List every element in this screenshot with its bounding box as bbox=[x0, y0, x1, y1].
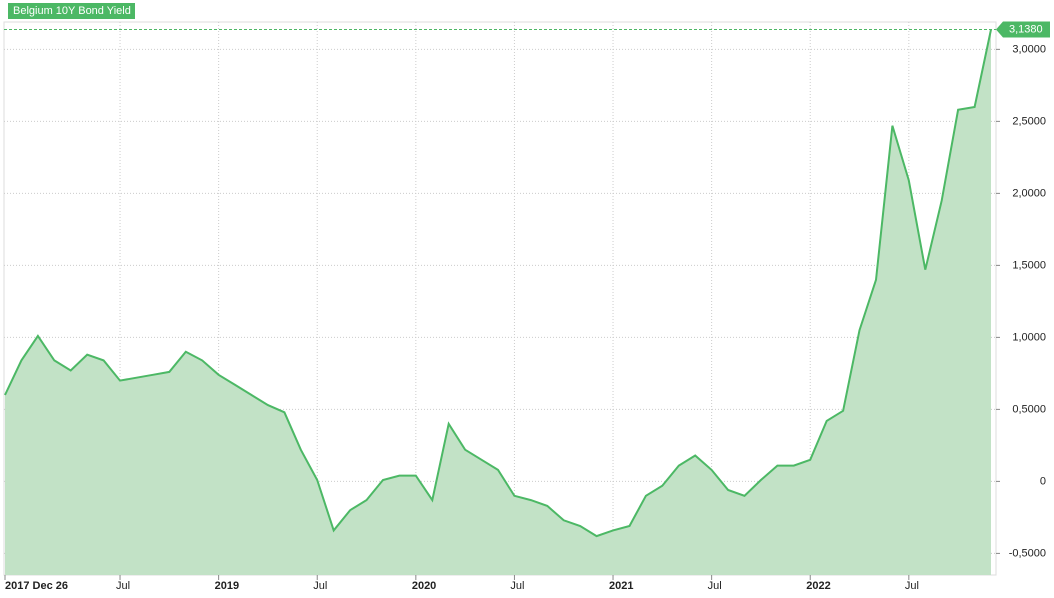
y-tick-label: 3,0000 bbox=[1012, 43, 1046, 55]
y-tick-label: 0 bbox=[1040, 475, 1046, 487]
x-tick-label: 2020 bbox=[412, 580, 436, 592]
last-value-tag bbox=[996, 21, 1050, 38]
y-tick-label: 0,5000 bbox=[1012, 403, 1046, 415]
y-tick-label: 2,5000 bbox=[1012, 115, 1046, 127]
line bbox=[4, 29, 992, 538]
x-tick-label: Jul bbox=[905, 580, 919, 592]
x-tick-label: 2019 bbox=[215, 580, 239, 592]
x-tick-label: Jul bbox=[116, 580, 130, 592]
x-tick-label: 2022 bbox=[806, 580, 830, 592]
x-tick-label: Jul bbox=[708, 580, 722, 592]
x-tick-label: Jul bbox=[313, 580, 327, 592]
x-tick-label: Jul bbox=[510, 580, 524, 592]
y-tick-label: 1,5000 bbox=[1012, 259, 1046, 271]
y-tick-label: -0,5000 bbox=[1009, 547, 1046, 559]
legend-box bbox=[8, 3, 135, 19]
last-value-label: 3,1380 bbox=[1009, 23, 1043, 35]
y-tick-label: 2,0000 bbox=[1012, 187, 1046, 199]
area bbox=[5, 29, 991, 575]
x-tick-label: 2021 bbox=[609, 580, 633, 592]
legend: Belgium 10Y Bond Yield bbox=[13, 5, 131, 17]
y-tick-label: 1,0000 bbox=[1012, 331, 1046, 343]
x-tick-label: 2017 Dec 26 bbox=[5, 580, 68, 592]
